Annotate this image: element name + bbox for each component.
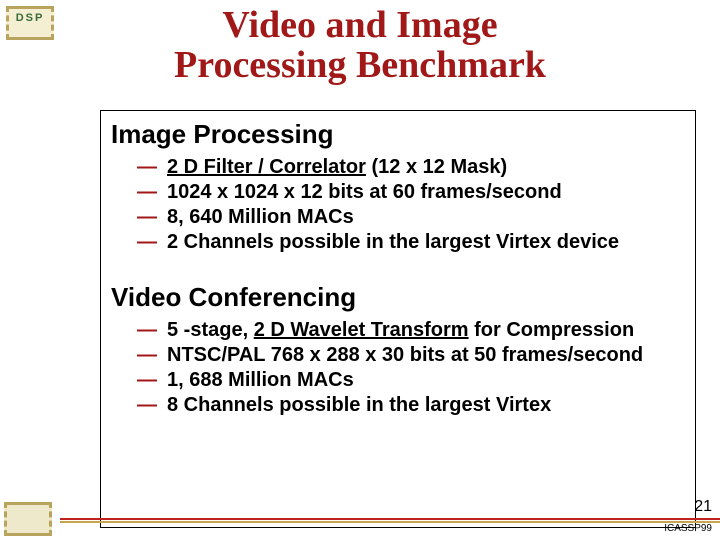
bullet-mark-icon: — [137,344,167,367]
list-item: —NTSC/PAL 768 x 288 x 30 bits at 50 fram… [137,344,685,367]
bullet-text: 5 -stage, 2 D Wavelet Transform for Comp… [167,319,685,342]
bullet-text: 8 Channels possible in the largest Virte… [167,394,685,417]
bullet-list: —5 -stage, 2 D Wavelet Transform for Com… [137,319,685,417]
bullet-mark-icon: — [137,369,167,392]
bullet-text: 8, 640 Million MACs [167,206,685,229]
bullet-text: 2 Channels possible in the largest Virte… [167,231,685,254]
section-heading: Image Processing [111,119,685,150]
bullet-mark-icon: — [137,394,167,417]
slide-title: Video and Image Processing Benchmark [0,0,720,86]
dsp-badge-label: DSP [16,12,45,24]
bullet-text: 2 D Filter / Correlator (12 x 12 Mask) [167,156,685,179]
list-item: —2 D Filter / Correlator (12 x 12 Mask) [137,156,685,179]
bullet-text: 1024 x 1024 x 12 bits at 60 frames/secon… [167,181,685,204]
section-spacer [111,256,685,282]
bullet-list: —2 D Filter / Correlator (12 x 12 Mask)—… [137,156,685,254]
dsp-badge-icon: DSP [6,6,54,40]
list-item: —1, 688 Million MACs [137,369,685,392]
bullet-mark-icon: — [137,319,167,342]
list-item: —8 Channels possible in the largest Virt… [137,394,685,417]
bullet-mark-icon: — [137,156,167,179]
bullet-mark-icon: — [137,231,167,254]
list-item: —1024 x 1024 x 12 bits at 60 frames/seco… [137,181,685,204]
bullet-text: 1, 688 Million MACs [167,369,685,392]
list-item: —5 -stage, 2 D Wavelet Transform for Com… [137,319,685,342]
title-line-1: Video and Image [0,6,720,46]
title-line-2: Processing Benchmark [0,46,720,86]
bullet-mark-icon: — [137,181,167,204]
page-number: 21 [694,498,712,516]
bullet-mark-icon: — [137,206,167,229]
list-item: —2 Channels possible in the largest Virt… [137,231,685,254]
content-frame: Image Processing—2 D Filter / Correlator… [100,110,696,528]
footer-caption: ICASSP99 [664,523,712,534]
list-item: —8, 640 Million MACs [137,206,685,229]
section-heading: Video Conferencing [111,282,685,313]
slide: DSP Video and Image Processing Benchmark… [0,0,720,540]
footer-badge-icon [4,502,52,536]
bullet-text: NTSC/PAL 768 x 288 x 30 bits at 50 frame… [167,344,685,367]
